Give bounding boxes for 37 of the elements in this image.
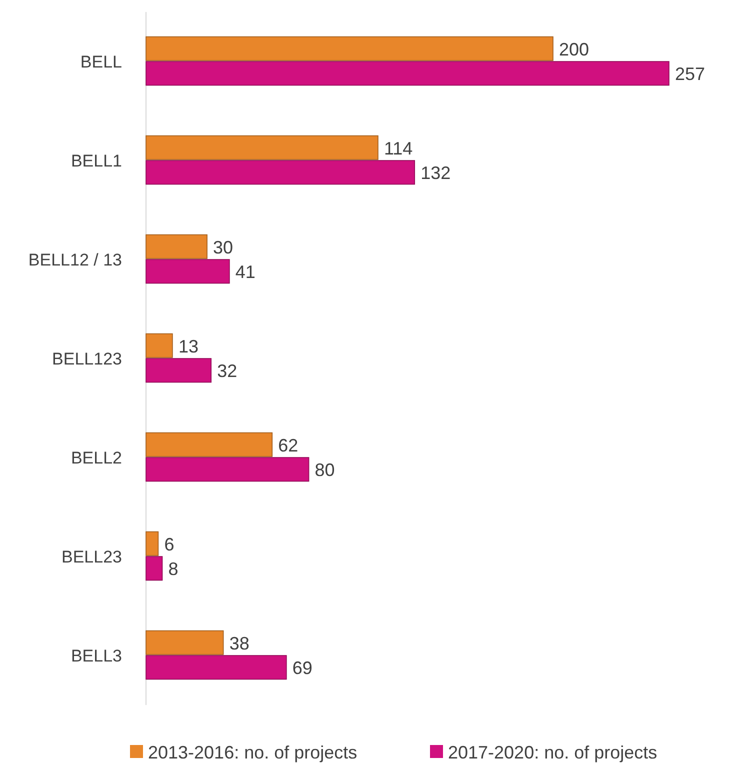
data-label: 13 xyxy=(178,336,198,356)
bar xyxy=(146,556,163,581)
y-tick-label: BELL xyxy=(80,52,122,72)
data-label: 257 xyxy=(674,64,706,84)
data-label: 32 xyxy=(217,361,238,382)
y-tick-label: BELL3 xyxy=(70,646,122,666)
legend-label: 2013-2016: no. of projects xyxy=(148,742,358,762)
data-label: 6 xyxy=(164,534,174,554)
bar xyxy=(146,432,273,457)
bar xyxy=(146,234,208,259)
data-label: 38 xyxy=(229,633,250,654)
bar xyxy=(146,630,224,655)
legend-label: 2017-2020: no. of projects xyxy=(448,742,658,762)
bar xyxy=(146,358,212,383)
bar xyxy=(146,457,310,482)
data-label: 200 xyxy=(559,39,590,60)
data-label: 80 xyxy=(314,460,335,480)
y-tick-label: BELL23 xyxy=(62,547,122,566)
y-tick-label: BELL2 xyxy=(70,448,122,468)
bar xyxy=(146,61,670,86)
data-label: 30 xyxy=(213,237,234,258)
data-label: 62 xyxy=(278,435,298,456)
data-label: 8 xyxy=(168,559,178,580)
data-label: 69 xyxy=(292,658,312,678)
y-tick-label: BELL1 xyxy=(70,151,122,170)
bar xyxy=(146,333,173,358)
bar xyxy=(146,36,554,61)
data-label: 132 xyxy=(420,163,451,184)
y-tick-label: BELL12 / 13 xyxy=(28,250,122,270)
data-label: 114 xyxy=(384,138,413,158)
bar xyxy=(146,160,416,185)
bar xyxy=(146,655,287,680)
y-tick-label: BELL123 xyxy=(52,349,122,368)
data-label: 41 xyxy=(235,262,256,282)
bar xyxy=(146,531,159,556)
bar xyxy=(146,135,378,160)
bar xyxy=(146,259,230,284)
